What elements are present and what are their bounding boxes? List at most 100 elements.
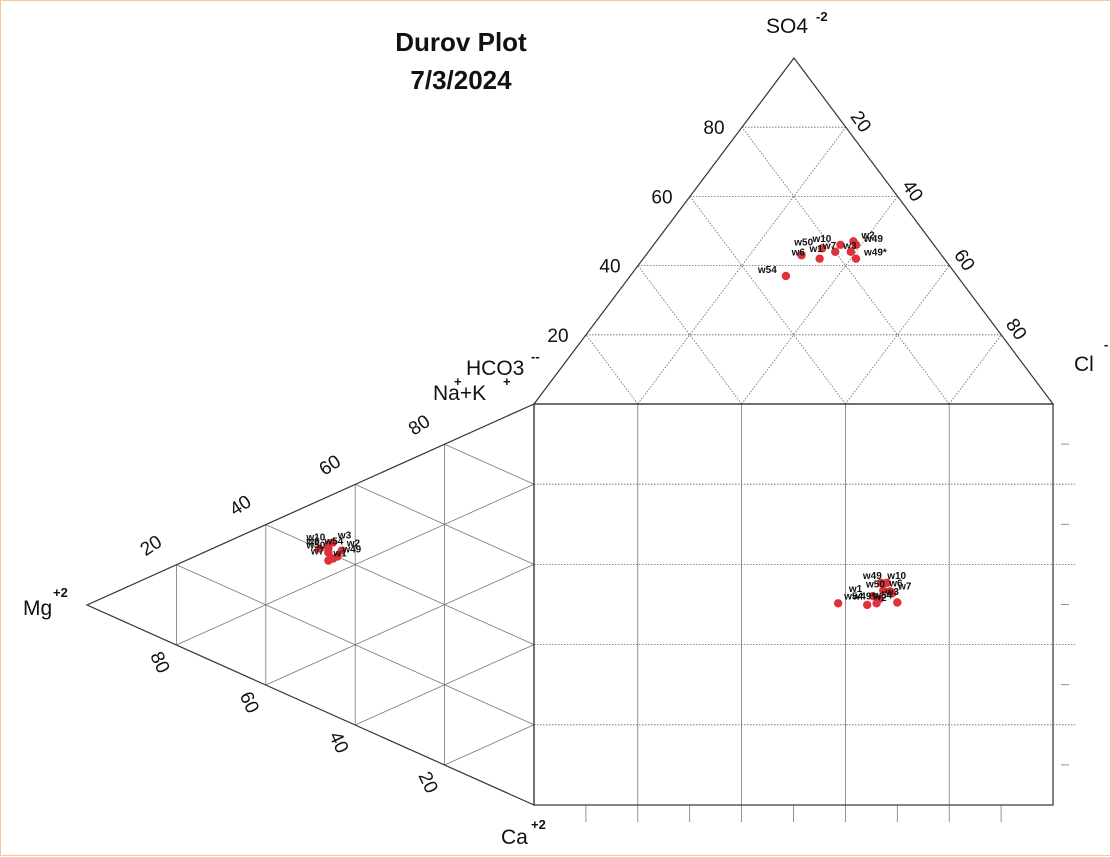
anion-point: [836, 240, 845, 250]
square-point-label: w49: [862, 571, 882, 582]
anion-point: [781, 271, 791, 281]
ion-label-hco3: HCO3 --: [466, 349, 540, 380]
chart-subtitle: 7/3/2024: [410, 65, 512, 95]
square-point: [893, 598, 902, 607]
anion-point-label: w6: [791, 248, 806, 259]
cation-grid-ca: [355, 644, 535, 726]
ion-label-nak: Na+K + +: [433, 374, 511, 405]
anion-point-label: w54: [757, 265, 777, 276]
cation-grid-ca: [444, 724, 535, 766]
cation-point-label: w10: [305, 533, 325, 544]
cation-triangle: [85, 403, 535, 806]
anion-triangle: [532, 56, 1055, 405]
square-point: [862, 600, 872, 610]
cation-point-label: w3: [337, 531, 352, 542]
ion-cl-text: Cl: [1074, 353, 1094, 376]
anion-grid-cl: [948, 334, 1002, 405]
ion-nak-charge-1: +: [454, 374, 462, 389]
anion-grid-cl: [637, 126, 847, 405]
cation-grid-ca: [265, 564, 535, 686]
tick-label-nak: 60: [316, 451, 345, 480]
anion-point-label: w49*: [863, 248, 887, 259]
cation-grid-nak: [355, 484, 535, 565]
square-point-label: w49*: [852, 591, 876, 602]
cation-point: [315, 544, 324, 553]
cation-point-label: w2: [346, 539, 361, 550]
cation-grid-nak: [265, 524, 535, 645]
square-point-label: w7: [897, 581, 912, 592]
cation-point-label: w6: [305, 537, 320, 548]
cation-grid-nak: [444, 443, 535, 485]
square-point: [872, 599, 881, 608]
ion-nak-text: Na+K: [433, 382, 486, 405]
cation-point-label: w54: [323, 537, 343, 548]
plot-outlines: [85, 56, 1055, 806]
cation-point-label: w49: [341, 545, 361, 556]
anion-point-label: w3: [842, 241, 857, 252]
cation-point: [324, 548, 333, 557]
ion-label-so4: SO4 -2: [766, 9, 828, 38]
durov-square: [533, 403, 1054, 806]
cation-point: [324, 556, 333, 565]
chart-title: Durov Plot: [395, 27, 527, 57]
tick-label-so4: 20: [547, 326, 568, 347]
ion-hco3-charge: --: [531, 349, 540, 364]
ion-mg-charge: +2: [53, 585, 68, 600]
tick-label-ca: 80: [145, 649, 173, 677]
ion-ca-text: Ca: [501, 826, 528, 849]
anion-point-label: w2: [860, 230, 875, 241]
square-point: [833, 599, 843, 608]
tick-label-nak: 80: [405, 411, 434, 440]
grid-lines: [175, 126, 1075, 822]
cation-point-label: w7: [310, 547, 325, 558]
square-point: [879, 586, 888, 595]
anion-point: [851, 240, 861, 250]
anion-point: [851, 254, 861, 263]
anion-point-label: w49: [863, 234, 883, 245]
square-point-label: w54: [872, 590, 892, 601]
anion-point-label: w1: [809, 244, 824, 255]
ion-nak-charge-2: +: [503, 374, 511, 389]
tick-label-so4: 40: [599, 257, 620, 278]
cation-point-label: w1: [332, 549, 347, 560]
ion-label-mg: Mg +2: [23, 585, 68, 620]
anion-point: [815, 254, 824, 263]
ion-mg-text: Mg: [23, 597, 52, 620]
square-point-label: w6: [888, 578, 903, 589]
ion-label-cl: Cl -: [1074, 337, 1108, 376]
tick-label-so4: 80: [703, 118, 724, 139]
anion-grid-hco3: [741, 126, 950, 405]
ion-label-ca: Ca +2: [501, 817, 546, 849]
anion-grid-cl: [845, 265, 950, 405]
ion-ca-charge: +2: [531, 817, 546, 832]
square-point: [887, 589, 897, 598]
tick-label-ca: 20: [414, 769, 442, 797]
ion-hco3-text: HCO3: [466, 357, 524, 380]
anion-grid-hco3: [637, 265, 742, 405]
square-point-label: w50: [865, 579, 885, 590]
anion-point: [831, 247, 840, 256]
square-point-label: w54: [843, 591, 863, 602]
anion-point: [797, 251, 806, 260]
tick-label-nak: 20: [137, 532, 166, 561]
square-point-label: w3: [885, 587, 900, 598]
tick-label-ca: 60: [235, 689, 263, 717]
cation-point: [337, 546, 346, 555]
ion-so4-text: SO4: [766, 15, 808, 38]
anion-grid-hco3: [585, 334, 639, 405]
anion-grid-cl: [741, 196, 898, 405]
ion-cl-charge: -: [1104, 337, 1108, 352]
tick-label-nak: 40: [226, 491, 255, 520]
anion-point-label: w10: [811, 234, 831, 245]
square-point-label: w2: [872, 593, 887, 604]
anion-point-label: w7: [822, 241, 837, 252]
square-point-label: w1: [848, 584, 863, 595]
ion-so4-charge: -2: [816, 9, 828, 24]
anion-point: [818, 244, 827, 253]
tick-label-ca: 40: [324, 729, 352, 757]
tick-label-so4: 60: [651, 187, 672, 208]
